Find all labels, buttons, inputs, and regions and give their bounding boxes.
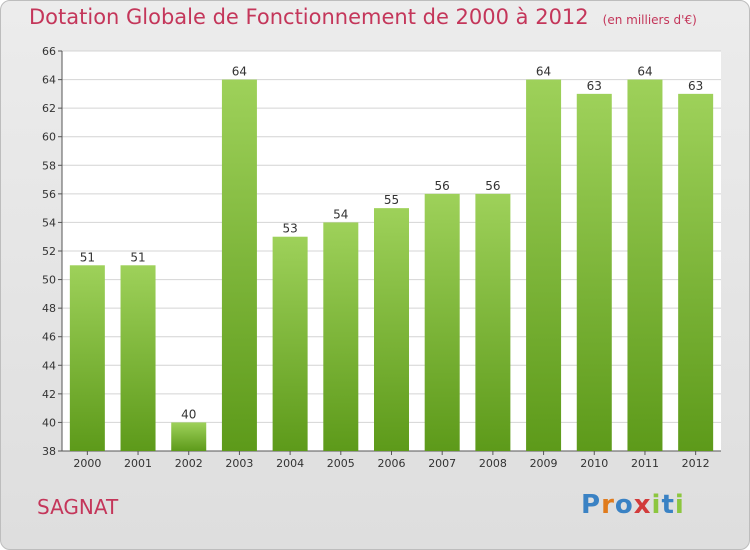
y-tick-label: 44 [42,359,56,372]
x-tick-label: 2001 [124,457,152,470]
proxiti-logo: Proxiti [581,490,685,520]
x-tick-label: 2004 [276,457,304,470]
bar [272,236,308,451]
data-label: 64 [232,65,247,79]
y-tick-label: 38 [42,445,56,458]
data-label: 51 [130,250,145,264]
data-label: 54 [333,207,348,221]
x-tick-label: 2008 [479,457,507,470]
data-label: 56 [435,179,450,193]
logo-letter: r [601,490,615,520]
logo-letter: x [633,490,652,520]
bar [678,93,714,451]
data-label: 56 [485,179,500,193]
x-tick-label: 2009 [530,457,558,470]
y-tick-label: 62 [42,102,56,115]
y-tick-label: 50 [42,274,56,287]
data-label: 63 [587,79,602,93]
y-tick-label: 40 [42,416,56,429]
x-tick-label: 2006 [378,457,406,470]
data-label: 51 [80,250,95,264]
logo-letter: P [581,490,602,520]
x-tick-label: 2003 [225,457,253,470]
data-label: 40 [181,407,196,421]
y-tick-label: 64 [42,74,56,87]
y-tick-label: 46 [42,331,56,344]
x-tick-label: 2000 [73,457,101,470]
bar [120,265,156,451]
data-label: 63 [688,79,703,93]
bar [526,79,562,452]
bar [323,222,359,451]
unit-note: (en milliers d'€) [602,13,697,27]
title-text: Dotation Globale de Fonctionnement de 20… [29,5,589,29]
y-tick-label: 66 [42,45,56,58]
logo-letter: i [651,490,662,520]
bar [424,193,460,451]
bar [374,208,409,451]
data-label: 55 [384,193,399,207]
bar [171,422,207,451]
y-tick-label: 42 [42,388,56,401]
y-tick-label: 56 [42,188,56,201]
x-tick-label: 2012 [682,457,710,470]
x-tick-label: 2010 [580,457,608,470]
data-label: 64 [637,65,652,79]
data-label: 53 [282,222,297,236]
x-tick-label: 2002 [175,457,203,470]
logo-letter: o [614,490,634,520]
x-tick-label: 2005 [327,457,355,470]
chart-title: Dotation Globale de Fonctionnement de 20… [29,5,697,29]
commune-name: SAGNAT [37,495,119,519]
y-tick-label: 58 [42,159,56,172]
bar [627,79,663,452]
bar [576,93,612,451]
x-tick-label: 2007 [428,457,456,470]
logo-letter: i [674,490,685,520]
y-tick-label: 60 [42,131,56,144]
y-tick-label: 48 [42,302,56,315]
bar [475,193,511,451]
y-tick-label: 54 [42,216,56,229]
bar [69,265,105,451]
x-tick-label: 2011 [631,457,659,470]
logo-letter: t [661,490,675,520]
data-label: 64 [536,65,551,79]
y-tick-label: 52 [42,245,56,258]
bar [221,79,257,452]
